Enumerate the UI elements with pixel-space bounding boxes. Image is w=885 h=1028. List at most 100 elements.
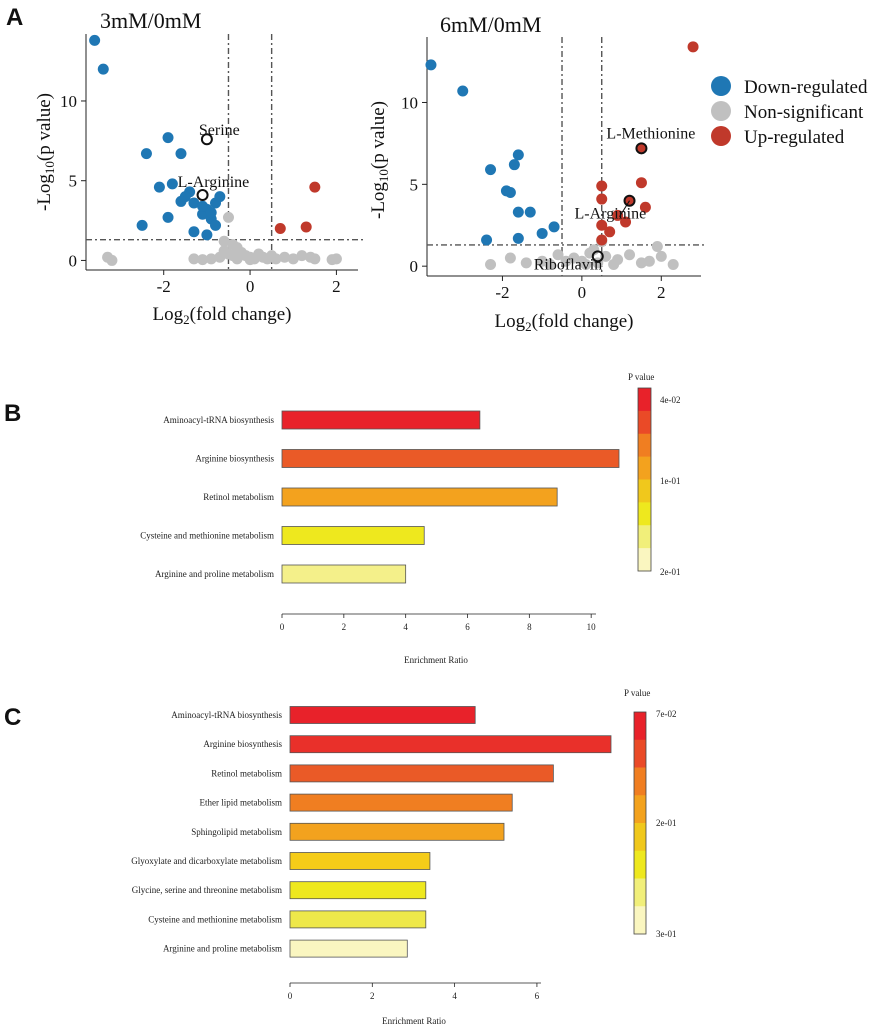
x-tick-label: 2 xyxy=(342,622,347,632)
colorbar-tick-label: 7e-02 xyxy=(656,709,677,719)
colorbar-segment xyxy=(638,388,651,412)
data-point-down-regulated xyxy=(97,63,109,75)
y-tick-label: 0 xyxy=(410,257,419,276)
x-tick-label: 0 xyxy=(288,991,293,1001)
data-point-up-regulated xyxy=(596,234,608,246)
colorbar-frame xyxy=(637,387,652,572)
data-point-non-significant xyxy=(651,241,663,253)
data-point-non-significant xyxy=(655,250,667,262)
data-point-up-regulated xyxy=(596,193,608,205)
data-point-down-regulated xyxy=(136,219,148,231)
pathway-label: Glycine, serine and threonine metabolism xyxy=(132,885,282,895)
data-point-down-regulated xyxy=(197,200,209,212)
data-point-down-regulated xyxy=(425,59,437,71)
annotation-label: Riboflavin xyxy=(534,256,602,273)
colorbar-segment xyxy=(638,525,651,549)
data-point-down-regulated xyxy=(512,149,524,161)
data-point-down-regulated xyxy=(214,191,226,203)
legend-marker-nonsig xyxy=(711,101,731,121)
y-axis-label: -Log10(p value) xyxy=(34,93,57,211)
colorbar-tick-label: 1e-01 xyxy=(660,476,681,486)
pathway-label: Arginine and proline metabolism xyxy=(163,944,282,954)
x-tick-label: 4 xyxy=(452,991,457,1001)
data-point-down-regulated xyxy=(205,207,217,219)
data-point-down-regulated xyxy=(548,221,560,233)
x-tick-label: 4 xyxy=(403,622,408,632)
colorbar-segment xyxy=(634,795,646,824)
data-point-down-regulated xyxy=(508,159,520,171)
data-point-up-regulated xyxy=(612,209,624,221)
colorbar-segment xyxy=(634,823,646,852)
enrichment-bar xyxy=(289,910,427,929)
data-point-up-regulated xyxy=(620,216,632,228)
x-tick-label: 2 xyxy=(370,991,375,1001)
data-point-down-regulated xyxy=(153,181,165,193)
data-point-non-significant xyxy=(218,235,230,247)
pathway-label: Arginine biosynthesis xyxy=(203,739,282,749)
panel-label-c: C xyxy=(4,704,21,731)
data-point-up-regulated xyxy=(635,142,647,154)
x-axis-label: Enrichment Ratio xyxy=(404,655,468,665)
data-point-non-significant xyxy=(218,245,230,257)
enrichment-bar xyxy=(281,449,620,468)
annotated-point xyxy=(623,194,636,207)
enrichment-bar-chart-c: Enrichment Ratio Aminoacyl-tRNA biosynth… xyxy=(131,706,612,1026)
data-point-non-significant xyxy=(667,259,679,271)
annotation-label: L-Arginine xyxy=(575,206,647,223)
x-axis-label: Log2(fold change) xyxy=(153,304,292,327)
data-point-non-significant xyxy=(485,259,497,271)
y-tick-label: 10 xyxy=(60,92,77,111)
data-point-non-significant xyxy=(197,254,209,266)
x-tick-label: 0 xyxy=(246,277,255,296)
data-point-non-significant xyxy=(309,253,321,265)
pathway-label: Sphingolipid metabolism xyxy=(191,827,282,837)
enrichment-bar xyxy=(289,822,505,841)
x-tick-label: 2 xyxy=(332,277,341,296)
x-tick-label: 10 xyxy=(587,622,597,632)
volcano-plot-6mm: 6mM/0mM -Log10(p value) Log2(fold change… xyxy=(368,12,707,334)
legend-label-nonsig: Non-significant xyxy=(744,102,864,123)
data-point-down-regulated xyxy=(485,164,497,176)
volcano-plot-3mm: 3mM/0mM -Log10(p value) Log2(fold change… xyxy=(34,8,364,327)
data-point-up-regulated xyxy=(309,181,321,193)
colorbar-tick-label: 2e-01 xyxy=(660,567,681,577)
data-point-up-regulated xyxy=(300,221,312,233)
pathway-label: Cysteine and methionine metabolism xyxy=(148,914,282,924)
y-tick-label: 10 xyxy=(401,93,418,112)
x-tick-label: 8 xyxy=(527,622,532,632)
colorbar-c: P value 7e-02 2e-01 3e-01 xyxy=(624,688,677,939)
enrichment-bar xyxy=(289,793,513,812)
data-point-non-significant xyxy=(227,250,239,262)
colorbar-segment xyxy=(638,479,651,503)
pathway-label: Aminoacyl-tRNA biosynthesis xyxy=(171,710,282,720)
data-point-non-significant xyxy=(222,211,234,223)
x-axis-label: Log2(fold change) xyxy=(495,311,634,334)
colorbar-segment xyxy=(634,712,646,741)
y-tick-label: 5 xyxy=(410,175,419,194)
annotated-point xyxy=(635,142,648,155)
colorbar-segment xyxy=(638,410,651,435)
data-point-up-regulated xyxy=(639,201,651,213)
data-point-down-regulated xyxy=(524,206,536,218)
data-point-non-significant xyxy=(205,253,217,265)
data-point-down-regulated xyxy=(162,211,174,223)
data-point-down-regulated xyxy=(188,226,200,238)
pathway-label: Cysteine and methionine metabolism xyxy=(140,531,274,541)
data-point-non-significant xyxy=(244,254,256,266)
pathway-label: Arginine and proline metabolism xyxy=(155,569,274,579)
data-point-down-regulated xyxy=(210,219,222,231)
annotated-point xyxy=(591,250,604,263)
x-tick-label: -2 xyxy=(157,277,171,296)
enrichment-bar-chart-b: Enrichment Ratio Aminoacyl-tRNA biosynth… xyxy=(140,410,620,665)
enrichment-bar xyxy=(281,410,481,430)
data-point-down-regulated xyxy=(457,85,469,97)
legend-label-down: Down-regulated xyxy=(744,77,868,98)
enrichment-bar xyxy=(289,735,612,754)
data-point-up-regulated xyxy=(596,180,608,192)
legend-marker-up xyxy=(711,126,731,146)
data-point-down-regulated xyxy=(166,178,178,190)
enrichment-bar xyxy=(289,881,427,900)
data-point-down-regulated xyxy=(175,148,187,160)
colorbar-tick-label: 4e-02 xyxy=(660,395,681,405)
data-point-non-significant xyxy=(544,259,556,271)
